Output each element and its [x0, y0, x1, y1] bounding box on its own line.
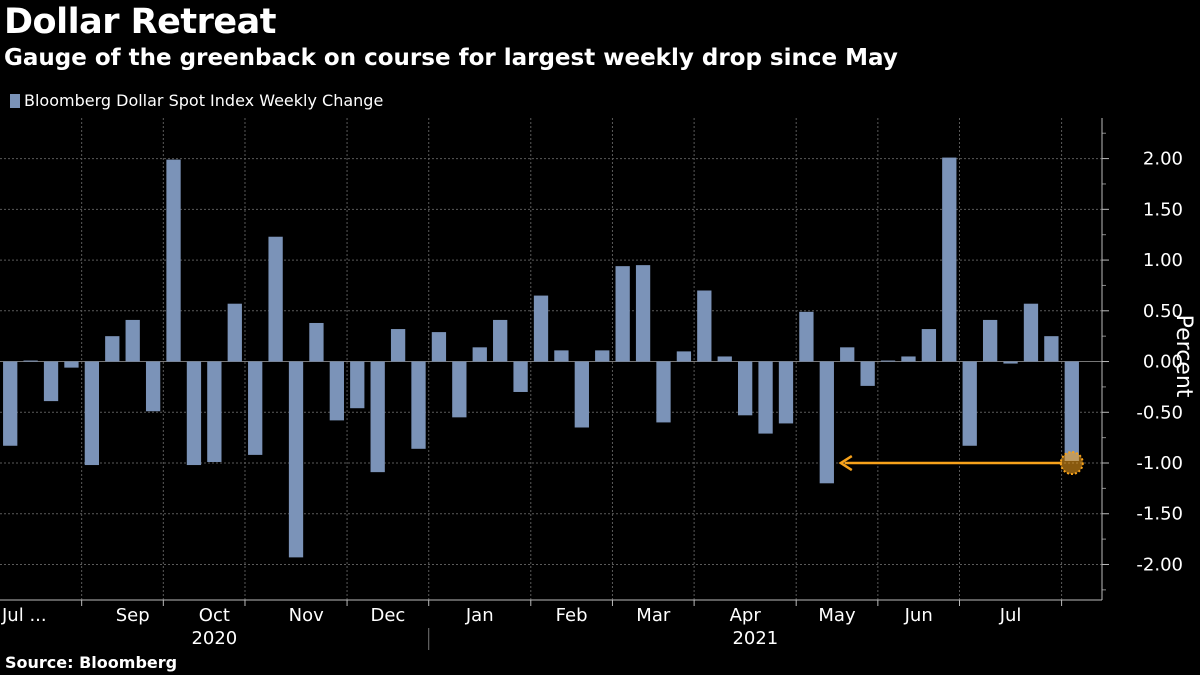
bar	[819, 361, 834, 484]
bar	[962, 361, 977, 446]
bar	[717, 356, 732, 362]
x-tick-label: Jul	[999, 605, 1022, 626]
bar	[615, 266, 630, 362]
bar	[942, 157, 957, 362]
x-tick-label: Dec	[370, 605, 405, 626]
y-tick-label: -2.00	[1136, 554, 1183, 575]
bar	[472, 347, 487, 362]
y-tick-label: 0.00	[1143, 352, 1183, 373]
bar	[840, 347, 855, 362]
x-tick-label: Mar	[636, 605, 671, 626]
bar	[1003, 361, 1018, 364]
chart-subtitle: Gauge of the greenback on course for lar…	[4, 45, 898, 71]
bar	[982, 319, 998, 362]
bar	[390, 329, 406, 362]
x-tick-label: May	[818, 605, 856, 626]
bar	[145, 361, 161, 412]
grid	[0, 118, 1102, 600]
bar	[268, 236, 283, 362]
bar	[656, 361, 671, 423]
y-tick-label: 1.00	[1143, 250, 1183, 271]
bar	[921, 329, 937, 362]
legend-label: Bloomberg Dollar Spot Index Weekly Chang…	[24, 91, 384, 110]
bar	[186, 361, 202, 466]
x-year-label: 2021	[732, 628, 778, 649]
y-tick-label: 0.50	[1143, 301, 1183, 322]
y-tick-label: -0.50	[1136, 402, 1183, 423]
bar	[493, 319, 508, 362]
x-tick-label: Apr	[730, 605, 762, 626]
legend: Bloomberg Dollar Spot Index Weekly Chang…	[10, 91, 383, 110]
bar	[23, 360, 38, 362]
annotation-marker	[1059, 451, 1084, 476]
x-tick-label: Jan	[465, 605, 494, 626]
bar	[227, 303, 242, 362]
annotation	[838, 451, 1084, 476]
bar	[431, 332, 447, 362]
bar	[207, 361, 222, 462]
bar	[3, 361, 18, 446]
bar	[574, 361, 589, 428]
x-tick-label: Jul ...	[1, 605, 47, 626]
bar	[778, 361, 794, 424]
bar	[880, 360, 896, 362]
bar	[758, 361, 773, 434]
bar	[1044, 336, 1059, 362]
bar	[595, 350, 610, 362]
bar	[84, 361, 100, 466]
y-axis-label: Percent	[1171, 315, 1196, 398]
bar	[860, 361, 875, 386]
bar	[738, 361, 753, 416]
bar	[452, 361, 467, 418]
bar	[329, 361, 344, 421]
bar	[309, 322, 324, 362]
bar	[288, 361, 304, 558]
x-tick-label: Sep	[116, 605, 150, 626]
legend-swatch	[10, 93, 20, 108]
bars	[3, 157, 1079, 558]
bar	[370, 361, 385, 473]
bar	[411, 361, 426, 449]
x-tick-label: Feb	[556, 605, 588, 626]
x-tick-label: Oct	[199, 605, 230, 626]
y-tick-label: 2.00	[1143, 149, 1183, 170]
bar	[64, 361, 79, 368]
bar	[125, 319, 140, 362]
bar	[43, 361, 59, 402]
x-tick-label: Jun	[904, 605, 933, 626]
y-tick-label: -1.00	[1136, 453, 1183, 474]
bar	[166, 159, 181, 362]
chart-title: Dollar Retreat	[4, 2, 276, 42]
y-tick-label: 1.50	[1143, 199, 1183, 220]
axes: 2.00 1.50 1.00 0.50 0.00 -0.50 -1.00 -1.50 -2.00…	[0, 118, 1196, 650]
bar	[513, 361, 528, 392]
annotation-arrow-head	[838, 454, 853, 472]
y-tick-label: -1.50	[1136, 504, 1183, 525]
bar	[533, 295, 549, 362]
source-note: Source: Bloomberg	[5, 653, 178, 672]
bar	[799, 311, 814, 362]
bar	[676, 351, 692, 362]
bar	[554, 350, 569, 362]
bar	[635, 265, 651, 362]
bar	[350, 361, 365, 409]
x-tick-label: Nov	[289, 605, 324, 626]
bar	[105, 336, 120, 362]
bar	[248, 361, 263, 455]
bar	[1064, 361, 1079, 461]
bar	[901, 356, 916, 362]
x-year-label: 2020	[191, 628, 237, 649]
bar	[1023, 303, 1039, 362]
bar	[697, 290, 712, 362]
